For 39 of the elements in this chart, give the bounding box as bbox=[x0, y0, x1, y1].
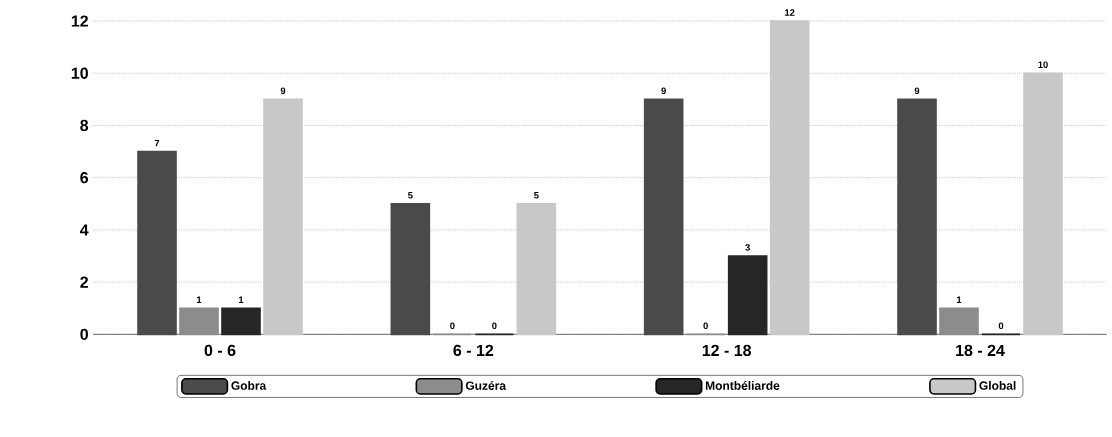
y-tick-label: 12 bbox=[71, 15, 88, 27]
data-label: 10 bbox=[1038, 61, 1048, 68]
y-tick-label: 10 bbox=[71, 67, 88, 79]
y-tick-label: 0 bbox=[80, 328, 88, 340]
x-tick-label: 18 - 24 bbox=[956, 344, 1005, 357]
bar bbox=[1023, 72, 1063, 336]
data-label: 9 bbox=[914, 87, 920, 95]
y-tick-label: 8 bbox=[80, 119, 89, 132]
legend-label: Global bbox=[979, 381, 1016, 390]
data-label: 0 bbox=[450, 322, 455, 330]
y-tick-label: 4 bbox=[79, 224, 89, 236]
bar bbox=[516, 202, 557, 336]
x-tick-label: 0 - 6 bbox=[204, 344, 236, 357]
bar bbox=[179, 307, 219, 336]
data-label: 1 bbox=[197, 296, 202, 303]
x-tick-label: 12 - 18 bbox=[702, 344, 752, 357]
data-label: 5 bbox=[408, 192, 413, 199]
data-label: 12 bbox=[785, 9, 795, 16]
data-label: 9 bbox=[280, 87, 286, 95]
x-tick-label: 6 - 12 bbox=[453, 344, 494, 357]
data-label: 0 bbox=[492, 322, 497, 330]
y-tick-label: 2 bbox=[80, 276, 88, 288]
data-label: 0 bbox=[703, 322, 708, 330]
data-label: 1 bbox=[957, 296, 962, 303]
bar bbox=[939, 307, 979, 336]
legend-label: Montbéliarde bbox=[705, 380, 780, 390]
data-label: 1 bbox=[239, 296, 244, 303]
bar bbox=[263, 98, 303, 336]
bar bbox=[727, 255, 768, 336]
data-label: 0 bbox=[998, 322, 1004, 330]
data-label: 3 bbox=[745, 244, 750, 251]
bar bbox=[769, 20, 810, 336]
y-tick-label: 6 bbox=[80, 172, 89, 184]
data-label: 5 bbox=[534, 192, 539, 199]
data-label: 7 bbox=[154, 139, 160, 147]
legend-label: Gobra bbox=[231, 381, 267, 390]
data-label: 9 bbox=[661, 87, 666, 95]
legend-label: Guzéra bbox=[465, 380, 507, 390]
bar bbox=[221, 307, 261, 336]
